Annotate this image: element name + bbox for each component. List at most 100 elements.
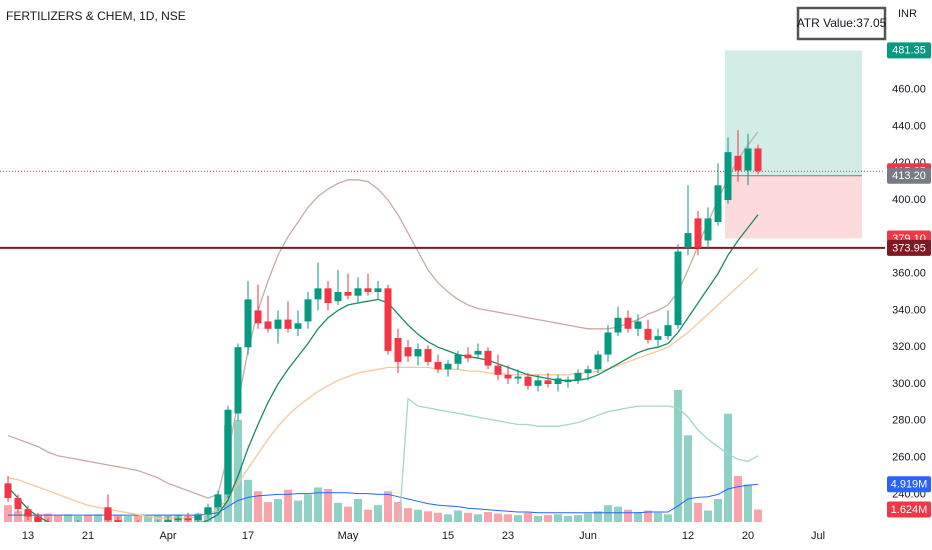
indicator-line bbox=[7, 267, 759, 519]
volume-bar bbox=[444, 514, 452, 522]
volume-bar bbox=[124, 515, 132, 522]
volume-bar bbox=[594, 511, 602, 522]
price-tag-label: 373.95 bbox=[892, 242, 926, 254]
volume-bar bbox=[74, 515, 82, 522]
candle-body bbox=[264, 321, 272, 329]
volume-bar bbox=[414, 509, 422, 522]
volume-bar bbox=[674, 389, 682, 522]
volume-bar bbox=[84, 515, 92, 522]
volume-bar bbox=[664, 514, 672, 522]
candle-body bbox=[364, 288, 372, 293]
candle-body bbox=[434, 361, 442, 370]
chart-title: FERTILIZERS & CHEM, 1D, NSE bbox=[6, 9, 186, 23]
volume-bar bbox=[644, 510, 652, 522]
volume-bar bbox=[524, 512, 532, 522]
position-loss bbox=[725, 175, 862, 239]
candle-body bbox=[604, 332, 612, 355]
candle-body bbox=[254, 310, 262, 324]
candle-body bbox=[274, 319, 282, 329]
candle-body bbox=[404, 347, 412, 357]
candle-body bbox=[594, 354, 602, 370]
x-tick-label: 21 bbox=[82, 530, 94, 542]
volume-bar bbox=[284, 489, 292, 522]
x-tick-label: Jun bbox=[579, 530, 597, 542]
volume-bar bbox=[614, 506, 622, 522]
volume-bar bbox=[734, 475, 742, 522]
volume-bar bbox=[14, 511, 22, 522]
candle-body bbox=[644, 328, 652, 340]
candle-body bbox=[504, 374, 512, 379]
candle-body bbox=[234, 347, 242, 414]
candle-body bbox=[224, 409, 232, 495]
candle-body bbox=[754, 148, 762, 172]
candle-body bbox=[244, 299, 252, 348]
candle-body bbox=[684, 233, 692, 248]
candle-body bbox=[454, 354, 462, 364]
y-tick-label: 260.00 bbox=[892, 452, 926, 464]
candle-body bbox=[524, 376, 532, 386]
candle-body bbox=[294, 323, 302, 329]
x-tick-label: Apr bbox=[159, 530, 176, 542]
candle-body bbox=[614, 317, 622, 333]
volume-bar bbox=[534, 515, 542, 522]
candle-body bbox=[584, 369, 592, 373]
volume-bar bbox=[334, 502, 342, 522]
volume-bar bbox=[304, 494, 312, 522]
volume-bar bbox=[244, 479, 252, 522]
price-tag-label: 481.35 bbox=[892, 45, 926, 57]
volume-bar bbox=[364, 509, 372, 522]
volume-bar bbox=[64, 514, 72, 522]
candle-body bbox=[184, 518, 192, 521]
volume-bar bbox=[654, 512, 662, 522]
candle-body bbox=[204, 507, 212, 515]
volume-bar bbox=[474, 514, 482, 522]
candle-body bbox=[474, 350, 482, 355]
price-tag: 481.35 bbox=[887, 42, 931, 59]
x-tick-label: 17 bbox=[242, 530, 254, 542]
volume-bar bbox=[624, 509, 632, 522]
x-tick-label: 15 bbox=[442, 530, 454, 542]
candle-body bbox=[484, 350, 492, 366]
candle-body bbox=[574, 372, 582, 381]
volume-bar bbox=[234, 419, 242, 522]
candle-body bbox=[744, 148, 752, 171]
y-tick-label: 400.00 bbox=[892, 194, 926, 206]
price-tag-bg bbox=[887, 167, 931, 184]
volume-bar bbox=[464, 512, 472, 522]
candle-body bbox=[674, 251, 682, 326]
volume-bar bbox=[294, 500, 302, 522]
volume-bar bbox=[584, 513, 592, 522]
candle-body bbox=[544, 380, 552, 385]
candle-body bbox=[284, 319, 292, 329]
price-tag-label: 413.20 bbox=[892, 170, 926, 182]
candle-body bbox=[654, 336, 662, 340]
volume-bar bbox=[54, 515, 62, 522]
volume-bar bbox=[494, 513, 502, 522]
candle-body bbox=[324, 288, 332, 304]
volume-bar bbox=[634, 512, 642, 522]
volume-tag-bg bbox=[887, 476, 931, 493]
candle-body bbox=[624, 317, 632, 329]
volume-bar bbox=[314, 487, 322, 522]
volume-bar bbox=[134, 515, 142, 522]
candle-body bbox=[414, 349, 422, 357]
volume-bar bbox=[514, 515, 522, 522]
volume-bar bbox=[374, 505, 382, 522]
atr-label: ATR Value:37.05 bbox=[797, 16, 887, 30]
volume-bar bbox=[504, 514, 512, 522]
volume-bar bbox=[574, 515, 582, 522]
volume-bar bbox=[94, 514, 102, 522]
plot-area bbox=[0, 50, 885, 522]
volume-bar bbox=[704, 510, 712, 522]
candle-body bbox=[394, 338, 402, 362]
candle-body bbox=[304, 299, 312, 322]
price-tag-bg bbox=[887, 42, 931, 59]
candle-body bbox=[424, 349, 432, 362]
candle-body bbox=[14, 498, 22, 510]
volume-tag-label: 4.919M bbox=[891, 479, 928, 491]
candle-body bbox=[24, 509, 32, 517]
candle-body bbox=[314, 288, 322, 300]
candle-body bbox=[564, 380, 572, 383]
volume-bar bbox=[424, 511, 432, 522]
volume-bar bbox=[544, 515, 552, 522]
